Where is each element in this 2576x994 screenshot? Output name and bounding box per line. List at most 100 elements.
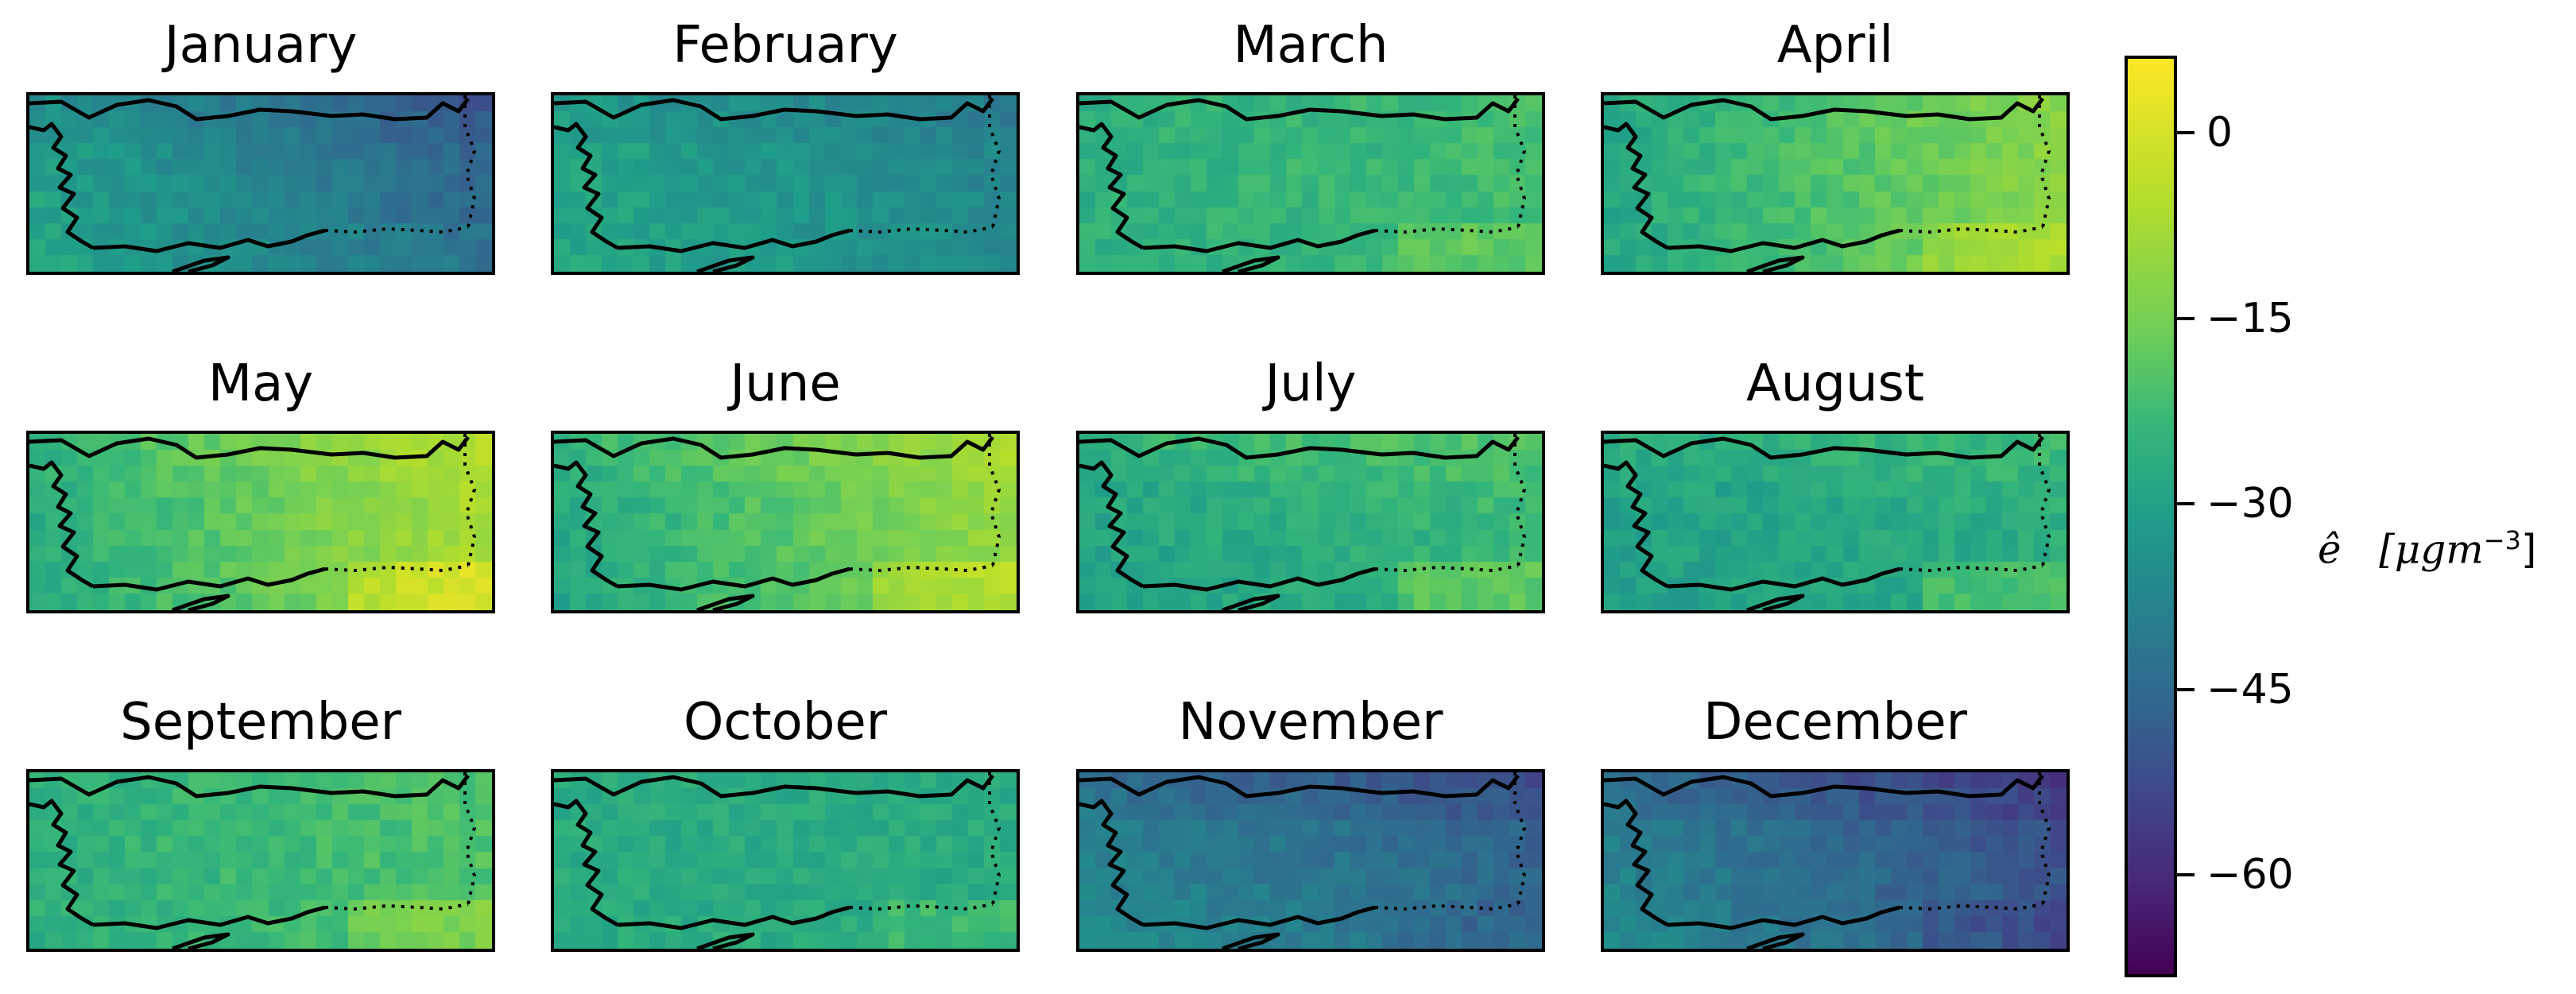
coastline-cyprus (1222, 255, 1280, 272)
coastlines (1079, 772, 1526, 949)
coastline-mediterranean (617, 905, 850, 930)
coastline-mediterranean (1142, 905, 1376, 930)
panel-title-december: December (1703, 693, 1967, 752)
border-south (1899, 226, 2043, 234)
colorbar-tick (2177, 873, 2194, 877)
map-september (26, 769, 495, 952)
map-june (551, 431, 1020, 613)
panel-title-november: November (1178, 693, 1443, 752)
border-east (988, 434, 1001, 567)
colorbar-tick (2177, 687, 2194, 691)
coastlines (1604, 434, 2051, 610)
coastline-aegean (1079, 460, 1145, 589)
border-south (1374, 564, 1519, 572)
border-east (2038, 434, 2051, 567)
map-march (1076, 92, 1545, 275)
border-east (463, 95, 476, 228)
coastline-mediterranean (617, 228, 850, 253)
colorbar-tick (2177, 131, 2194, 135)
border-south (324, 564, 469, 572)
coastline-aegean (554, 460, 619, 589)
coastline-black-sea (29, 435, 470, 460)
border-east (1513, 434, 1526, 567)
coastline-black-sea (1079, 774, 1520, 799)
colorbar-tick (2177, 502, 2194, 506)
coastlines (1604, 772, 2051, 949)
coastline-mediterranean (1667, 228, 1900, 253)
panel-title-june: June (730, 354, 841, 413)
coastline-aegean (1604, 460, 1669, 589)
coastline-mediterranean (617, 567, 850, 592)
border-east (1513, 95, 1526, 228)
border-south (324, 903, 469, 911)
border-south (1899, 564, 2043, 572)
coastline-cyprus (1746, 594, 1805, 610)
coastline-black-sea (1079, 97, 1520, 122)
coastline-aegean (29, 799, 95, 927)
colorbar (2125, 56, 2177, 977)
map-august (1601, 431, 2070, 613)
border-east (463, 434, 476, 567)
coastline-mediterranean (92, 567, 326, 592)
coastline-black-sea (554, 97, 994, 122)
border-south (1374, 903, 1519, 911)
map-february (551, 92, 1020, 275)
colorbar-label-units: [μgm (2379, 526, 2484, 573)
coastline-mediterranean (92, 228, 326, 253)
coastline-mediterranean (92, 905, 326, 930)
border-east (988, 95, 1001, 228)
coastline-black-sea (29, 774, 470, 799)
panel-title-february: February (672, 16, 898, 75)
panel-title-october: October (683, 693, 888, 752)
coastlines (1604, 95, 2051, 272)
border-east (1513, 772, 1526, 905)
panel-title-may: May (207, 354, 314, 413)
panel-title-april: April (1776, 16, 1894, 75)
coastline-black-sea (554, 774, 994, 799)
map-july (1076, 431, 1545, 613)
coastlines (554, 95, 1001, 272)
border-east (463, 772, 476, 905)
colorbar-label: ê [μgm−3] (2318, 516, 2536, 574)
colorbar-tick-label: 0 (2206, 109, 2233, 157)
panel-title-july: July (1265, 354, 1357, 413)
coastlines (29, 772, 476, 949)
coastline-cyprus (696, 255, 755, 272)
coastlines (554, 434, 1001, 610)
colorbar-label-close: ] (2520, 526, 2537, 573)
border-east (2038, 772, 2051, 905)
coastlines (1079, 434, 1526, 610)
coastlines (29, 95, 476, 272)
panel-title-january: January (164, 16, 358, 75)
coastline-cyprus (1222, 594, 1280, 610)
panel-title-august: August (1746, 354, 1924, 413)
coastline-cyprus (172, 255, 230, 272)
coastline-black-sea (1604, 774, 2044, 799)
colorbar-tick-label: −60 (2206, 851, 2294, 899)
coastline-aegean (554, 799, 619, 927)
border-south (849, 226, 994, 234)
coastline-aegean (29, 122, 95, 250)
coastline-cyprus (1746, 932, 1805, 949)
colorbar-tick (2177, 316, 2194, 320)
coastline-aegean (1079, 122, 1145, 250)
border-south (324, 226, 469, 234)
map-january (26, 92, 495, 275)
border-south (1374, 226, 1519, 234)
panel-title-september: September (120, 693, 401, 752)
coastline-aegean (29, 460, 95, 589)
colorbar-tick-label: −30 (2206, 480, 2294, 528)
border-south (1899, 903, 2043, 911)
coastline-cyprus (1222, 932, 1280, 949)
coastlines (29, 434, 476, 610)
map-april (1601, 92, 2070, 275)
map-december (1601, 769, 2070, 952)
coastline-black-sea (1079, 435, 1520, 460)
coastlines (554, 772, 1001, 949)
coastline-aegean (1079, 799, 1145, 927)
border-south (849, 564, 994, 572)
coastline-mediterranean (1142, 228, 1376, 253)
coastline-cyprus (172, 932, 230, 949)
coastline-mediterranean (1142, 567, 1376, 592)
colorbar-tick-label: −15 (2206, 294, 2294, 342)
